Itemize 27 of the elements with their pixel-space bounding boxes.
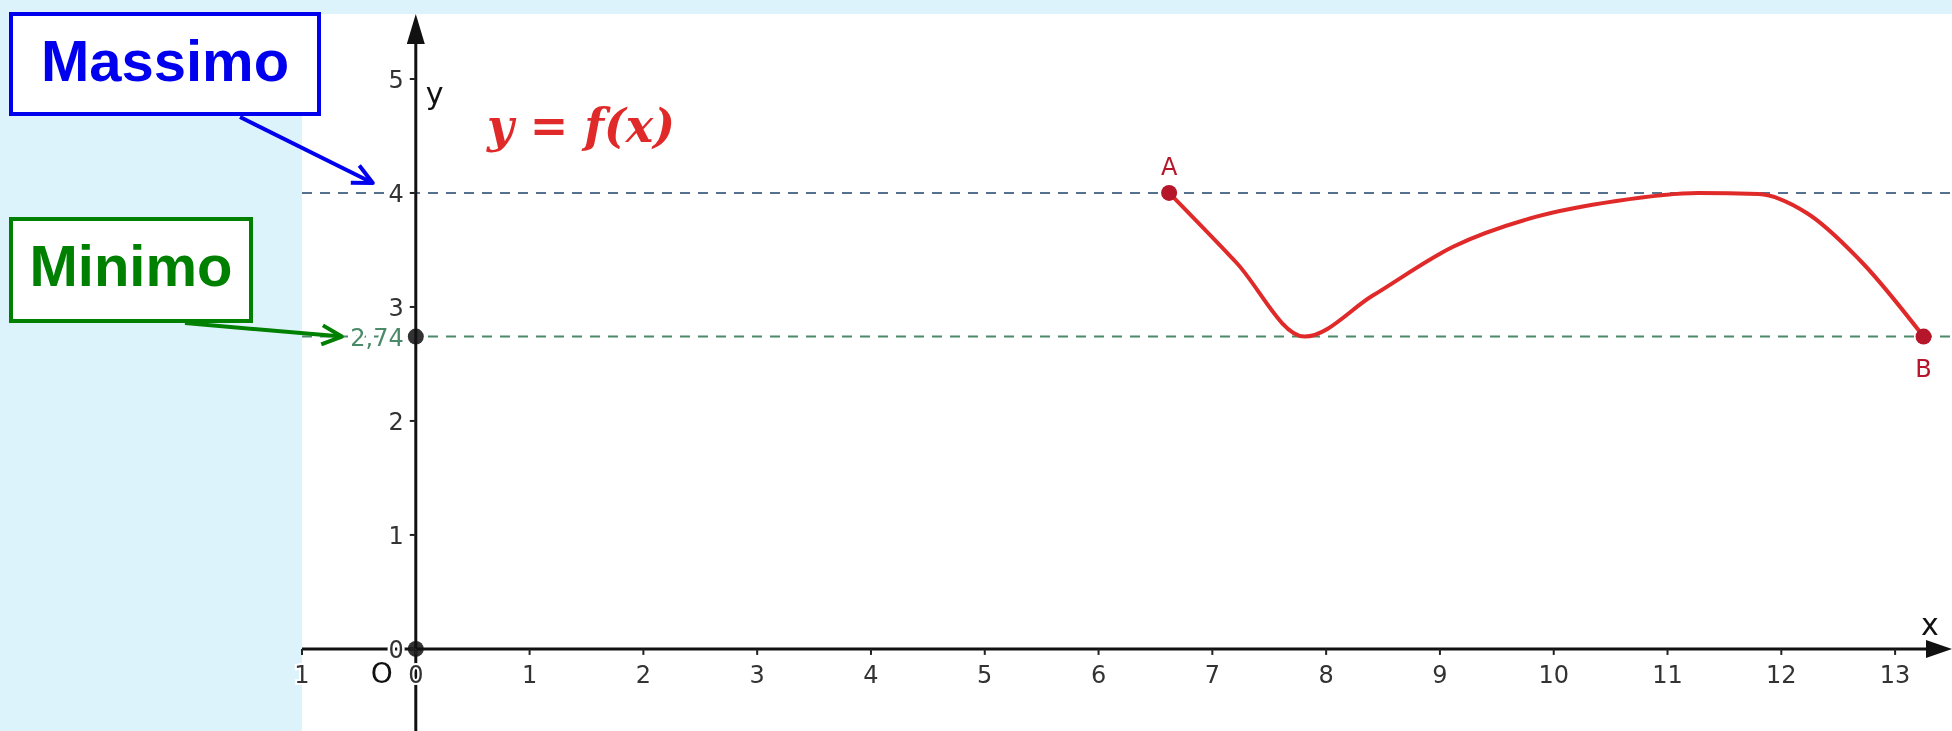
x-tick-label: 4 — [863, 660, 879, 689]
x-tick-label: 1 — [521, 660, 538, 689]
x-tick-label: 7 — [1204, 660, 1220, 689]
y-tick-label: 1 — [388, 521, 404, 550]
y-tick-label: 5 — [388, 65, 404, 94]
y-tick-label: 2 — [388, 407, 404, 436]
x-tick-label: 5 — [977, 660, 993, 689]
y-axis-title: y — [425, 76, 444, 111]
x-tick-label: 10 — [1538, 660, 1569, 689]
annotation: B — [1915, 354, 1932, 383]
x-axis-title: x — [1921, 606, 1939, 642]
x-tick-label: 1 — [294, 660, 310, 689]
x-tick-label: 11 — [1652, 660, 1683, 689]
x-tick-label: 9 — [1432, 660, 1448, 689]
annotation: Massimo — [9, 12, 321, 116]
x-tick-label: 2 — [635, 660, 652, 689]
x-tick-label: 6 — [1090, 660, 1107, 689]
annotation: A — [1160, 152, 1178, 181]
y-tick-label: 3 — [388, 293, 404, 322]
y-tick-label: 2,74 — [350, 323, 404, 352]
x-tick-label: 8 — [1318, 660, 1334, 689]
annotation: Minimo — [9, 217, 253, 323]
x-tick-label: 12 — [1766, 660, 1797, 689]
text: y = f(x) — [486, 99, 676, 153]
annotation: O — [370, 656, 393, 690]
x-tick-label: 13 — [1879, 660, 1911, 689]
x-tick-label: 3 — [749, 660, 765, 689]
